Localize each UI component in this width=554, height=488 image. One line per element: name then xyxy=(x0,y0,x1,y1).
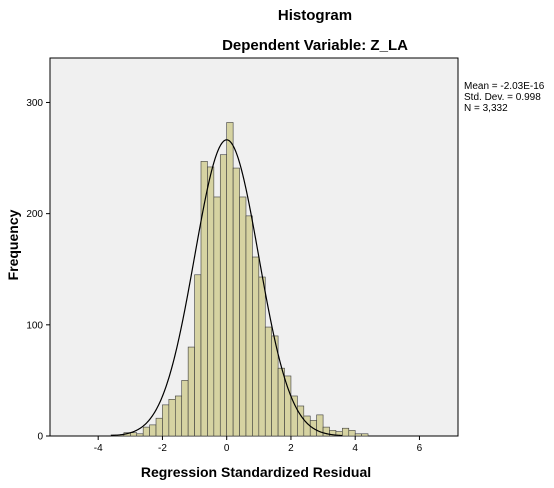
histogram-bar xyxy=(194,274,202,437)
x-tick-label: -4 xyxy=(94,443,103,454)
histogram-bar xyxy=(213,196,221,437)
x-tick-label: 6 xyxy=(417,443,423,454)
histogram-bar xyxy=(130,432,138,437)
x-tick-label: -2 xyxy=(158,443,167,454)
histogram-bar xyxy=(277,367,285,437)
normal-curve xyxy=(111,139,343,437)
histogram-bar xyxy=(361,433,369,437)
stat-n: N = 3,332 xyxy=(464,103,508,114)
histogram-bar xyxy=(226,122,234,437)
histogram-bar xyxy=(187,346,195,437)
histogram-bar xyxy=(284,375,292,437)
stats-legend: Mean = -2.03E-16 Std. Dev. = 0.998 N = 3… xyxy=(464,81,544,114)
stat-std-dev: Std. Dev. = 0.998 xyxy=(464,92,541,103)
histogram-bar xyxy=(245,215,253,437)
histogram-bar xyxy=(181,380,189,437)
histogram-bar xyxy=(342,427,350,437)
histogram-bar xyxy=(239,196,247,437)
x-tick-label: 2 xyxy=(288,443,294,454)
y-tick-label: 200 xyxy=(26,209,43,220)
y-tick-label: 300 xyxy=(26,98,43,109)
histogram-bar xyxy=(162,404,170,437)
histogram-bar xyxy=(290,395,298,437)
histogram-bar xyxy=(219,154,228,437)
y-tick-label: 100 xyxy=(26,320,43,331)
histogram-bar xyxy=(252,256,260,437)
histogram-bar xyxy=(155,417,163,437)
x-axis-label: Regression Standardized Residual xyxy=(140,464,372,480)
histogram-bar xyxy=(207,166,215,437)
histogram-bar xyxy=(348,430,356,437)
histogram-bar xyxy=(264,326,272,437)
histogram-bar xyxy=(316,414,324,437)
histogram-bar xyxy=(174,395,183,437)
x-tick-label: 4 xyxy=(352,443,358,454)
x-tick-label: 0 xyxy=(224,443,230,454)
histogram-bar xyxy=(136,433,144,437)
histogram-bar xyxy=(232,167,240,437)
histogram-bar xyxy=(168,399,176,437)
histogram-bar xyxy=(354,433,362,437)
chart-title: Histogram xyxy=(277,7,353,24)
histogram-bar xyxy=(149,424,157,437)
histogram-bar xyxy=(258,276,266,437)
histogram-bar xyxy=(142,426,150,437)
stat-mean: Mean = -2.03E-16 xyxy=(464,81,545,92)
y-tick-label: 0 xyxy=(37,432,43,443)
chart-subtitle: Dependent Variable: Z_LA xyxy=(222,37,408,54)
